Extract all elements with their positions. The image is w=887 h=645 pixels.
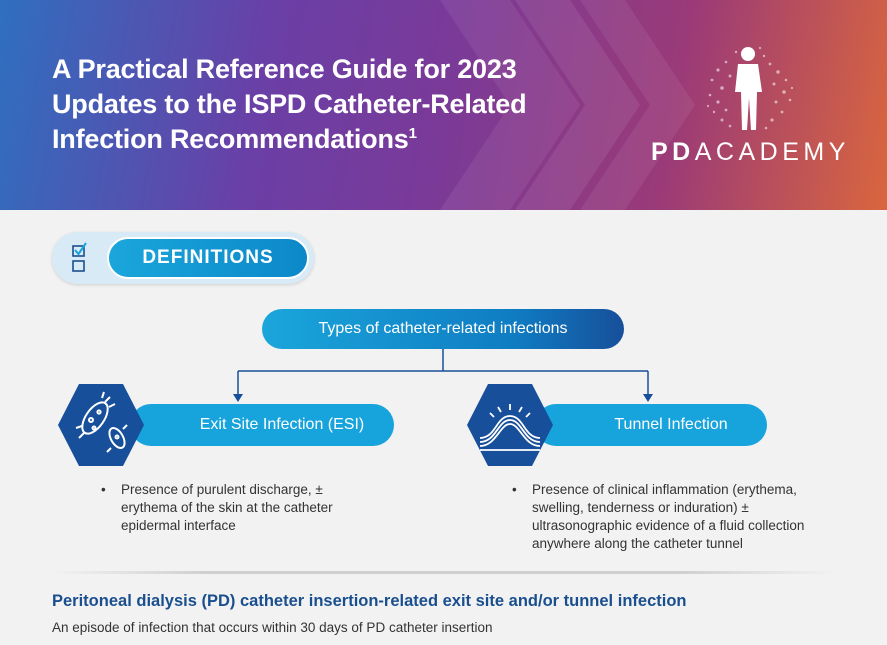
types-heading: Types of catheter-related infections: [262, 309, 624, 349]
section-divider: [52, 571, 835, 574]
title-superscript: 1: [408, 125, 417, 142]
tunnel-definition-text: Presence of clinical inflammation (eryth…: [532, 482, 805, 551]
tunnel-label: Tunnel Infection: [535, 404, 767, 446]
esi-label: Exit Site Infection (ESI): [130, 404, 394, 446]
page-title: A Practical Reference Guide for 2023 Upd…: [52, 52, 572, 157]
section-title: Peritoneal dialysis (PD) catheter insert…: [52, 592, 687, 610]
esi-definition: • Presence of purulent discharge, ± eryt…: [101, 481, 361, 535]
tunnel-inflammation-icon: [467, 384, 553, 466]
definitions-label: DEFINITIONS: [107, 237, 309, 279]
human-figure-dots-icon: [706, 46, 794, 130]
logo-text-regular: ACADEMY: [694, 138, 850, 166]
bullet-marker: •: [101, 482, 106, 497]
tunnel-definition: • Presence of clinical inflammation (ery…: [512, 481, 852, 553]
checklist-icon: [72, 242, 87, 272]
esi-definition-text: Presence of purulent discharge, ± erythe…: [121, 482, 333, 533]
definitions-badge: DEFINITIONS: [52, 232, 314, 284]
logo-text-bold: PD: [651, 138, 695, 166]
bacteria-icon: [58, 384, 144, 466]
chevron-decoration: [440, 0, 695, 210]
title-line-3: Infection Recommendations: [52, 124, 409, 154]
section-description: An episode of infection that occurs with…: [52, 620, 493, 635]
bullet-marker: •: [512, 482, 517, 497]
title-line-1: A Practical Reference Guide for 2023: [52, 54, 517, 84]
brand-logo: PDACADEMY: [651, 138, 850, 167]
title-line-2: Updates to the ISPD Catheter-Related: [52, 89, 527, 119]
header-banner: A Practical Reference Guide for 2023 Upd…: [0, 0, 887, 210]
